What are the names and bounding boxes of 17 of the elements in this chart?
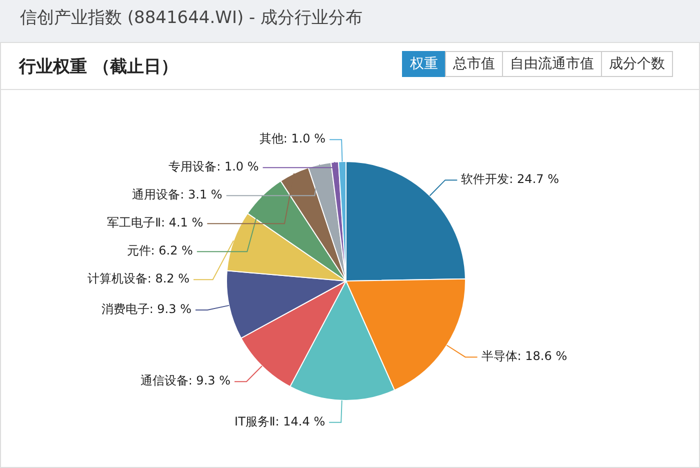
slice-label: 计算机设备: 8.2 %: [87, 272, 190, 286]
slice-label: 通信设备: 9.3 %: [140, 374, 230, 388]
text: 权重: [402, 51, 446, 77]
slice-label: 软件开发: 24.7 %: [461, 172, 559, 186]
chart-subtitle: 行业权重 （截止日）: [19, 56, 178, 78]
slice-label: 通用设备: 3.1 %: [132, 188, 222, 202]
slice-label: 半导体: 18.6 %: [481, 349, 568, 364]
text: 成分个数: [601, 51, 673, 77]
slice-label: 元件: 6.2 %: [126, 244, 193, 258]
chart-title: 信创产业指数 (8841644.WI) - 成分行业分布: [19, 7, 364, 30]
slice-label: IT服务Ⅱ: 14.4 %: [234, 414, 326, 429]
slice-label: 专用设备: 1.0 %: [168, 160, 259, 174]
text: 总市值: [445, 51, 503, 77]
text: 自由流通市值: [502, 51, 602, 77]
slice-label: 军工电子Ⅱ: 4.1 %: [107, 216, 204, 230]
slice-label: 其他: 1.0 %: [259, 132, 326, 146]
slice-label: 消费电子: 9.3 %: [101, 302, 192, 316]
